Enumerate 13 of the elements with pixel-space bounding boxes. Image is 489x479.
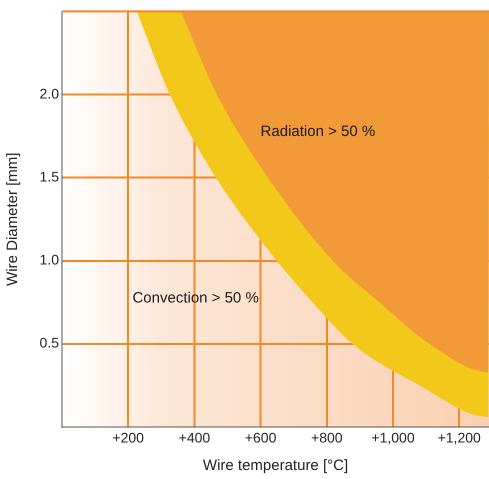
- x-axis-title: Wire temperature [°C]: [202, 457, 348, 474]
- annotation: Radiation > 50 %: [260, 123, 376, 140]
- x-tick-label: +1,000: [371, 429, 415, 446]
- y-tick-label: 1.5: [40, 168, 60, 184]
- x-tick-label: +200: [112, 429, 144, 446]
- y-tick-label: 1.0: [40, 252, 60, 268]
- x-tick-label: +1,200: [438, 429, 482, 446]
- y-tick-label: 2.0: [40, 85, 60, 102]
- y-axis-title: Wire Diameter [mm]: [4, 152, 22, 286]
- y-tick-label: 0.5: [40, 334, 60, 351]
- x-tick-label: +600: [244, 429, 277, 446]
- x-tick-label: +800: [311, 429, 343, 446]
- x-tick-label: +400: [178, 429, 210, 446]
